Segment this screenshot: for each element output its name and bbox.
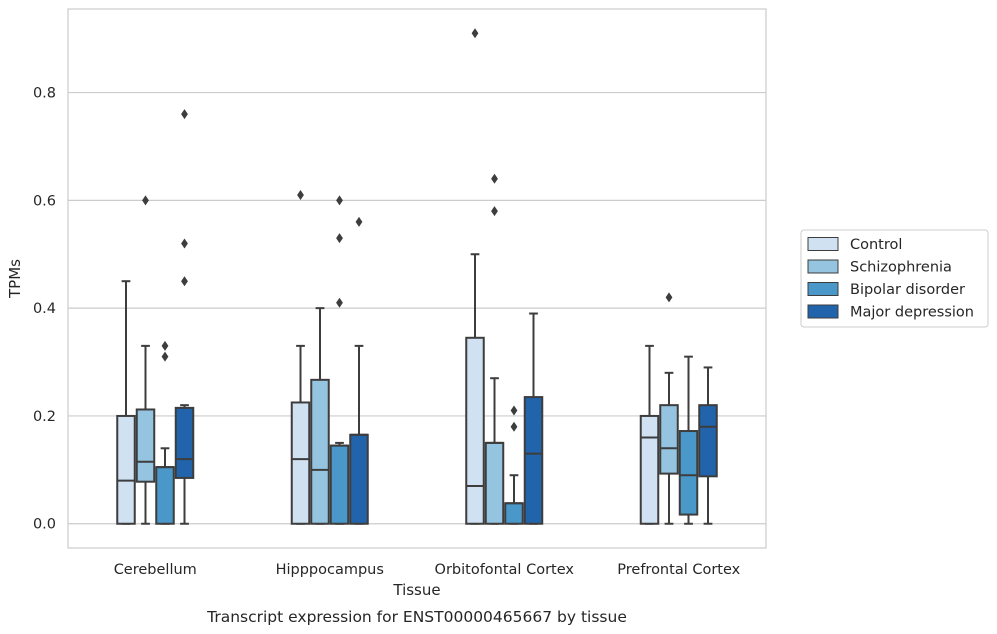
y-tick-label: 0.4 (33, 301, 56, 317)
box (155, 466, 175, 525)
x-tick-label: Cerebellum (114, 562, 197, 578)
x-tick-label: Prefrontal Cortex (617, 562, 740, 578)
outlier-point (161, 340, 169, 351)
box (678, 430, 699, 516)
outlier-point (161, 351, 169, 362)
outlier-point (665, 292, 673, 303)
box (698, 404, 718, 478)
box (349, 433, 369, 525)
box-group (639, 292, 718, 525)
y-tick-label: 0.8 (33, 86, 56, 102)
legend-frame (800, 229, 989, 328)
y-tick-label: 0.0 (33, 517, 56, 533)
outlier-point (181, 109, 188, 120)
outlier-point (336, 297, 343, 308)
box (659, 404, 679, 475)
legend-label: Bipolar disorder (850, 282, 965, 298)
y-tick-label: 0.6 (33, 193, 56, 209)
x-axis-label: Tissue (392, 581, 440, 599)
chart-caption: Transcript expression for ENST0000046566… (206, 608, 627, 626)
outlier-point (471, 28, 479, 39)
outlier-point (181, 276, 188, 287)
legend: Control Schizophrenia Bipolar disorder Majo… (800, 229, 989, 328)
x-tick-labels: Cerebellum Hipppocampus Orbitofontal Corte… (114, 562, 741, 578)
box (484, 441, 505, 525)
x-tick-label: Orbitofontal Cortex (435, 562, 575, 578)
box-group (116, 109, 195, 525)
outlier-point (297, 189, 304, 200)
legend-label: Control (850, 237, 902, 253)
outlier-point (510, 421, 518, 432)
legend-label: Schizophrenia (850, 260, 952, 276)
box (290, 401, 311, 525)
box (174, 406, 195, 479)
box (329, 444, 350, 525)
box (504, 502, 524, 525)
box-group (465, 28, 544, 525)
box (465, 336, 485, 525)
legend-swatch (807, 282, 839, 296)
outlier-point (336, 233, 343, 244)
y-tick-labels: 0.0 0.2 0.4 0.6 0.8 (33, 86, 56, 533)
outlier-point (336, 195, 343, 206)
box-group (290, 189, 369, 525)
outlier-point (491, 173, 498, 184)
plot-frame (67, 8, 767, 549)
y-axis-label: TPMs (6, 259, 24, 299)
legend-swatch (807, 304, 839, 319)
box (523, 396, 544, 525)
legend-swatch (807, 237, 839, 251)
outlier-point (491, 206, 498, 217)
box-groups (116, 28, 718, 525)
outlier-point (142, 195, 149, 206)
x-tick-label: Hipppocampus (276, 562, 384, 578)
box (310, 378, 330, 525)
y-tick-label: 0.2 (33, 409, 56, 425)
outlier-point (510, 405, 518, 416)
outlier-point (181, 238, 188, 249)
box (116, 414, 136, 525)
box (135, 408, 156, 483)
legend-swatch (807, 259, 839, 274)
box (639, 414, 660, 525)
legend-label: Major depression (850, 305, 974, 321)
outlier-point (355, 216, 363, 227)
